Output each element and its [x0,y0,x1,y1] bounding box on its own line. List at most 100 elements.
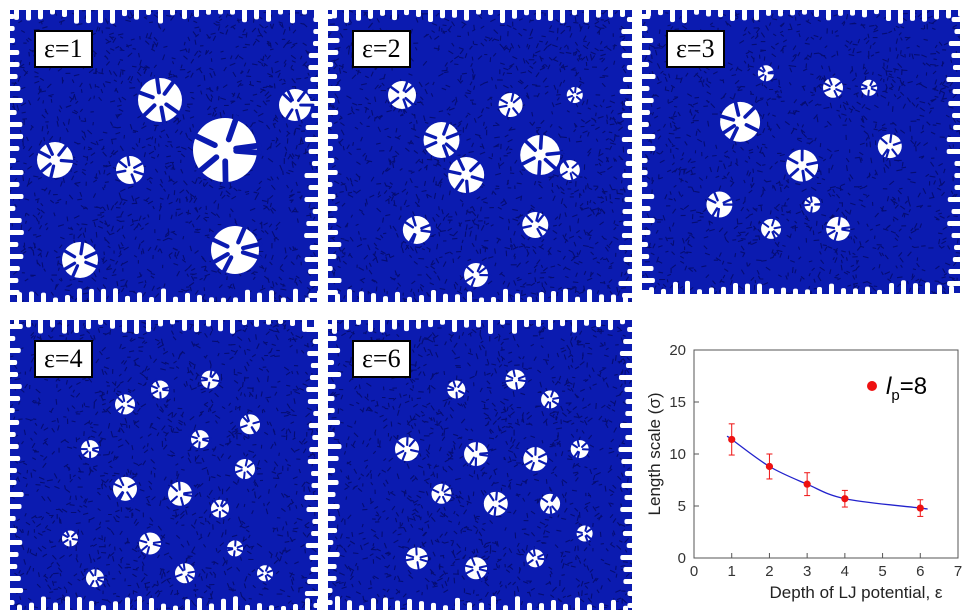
legend-symbol: l [886,373,892,400]
pore [465,557,488,580]
pore-strand [834,79,844,87]
x-tick-label: 1 [728,563,736,580]
pore-strand [571,171,580,179]
pore-strand [232,550,236,560]
x-tick-label: 5 [878,563,886,580]
pore-strand [536,212,546,223]
pore-strand [535,209,541,222]
pore-strand [221,509,231,516]
pore-strand [152,540,164,544]
y-tick-label: 0 [678,550,686,567]
pore-strand [121,391,126,403]
pore-strand [442,144,450,161]
pore-strand [266,568,276,574]
pore-strand [538,131,544,150]
pore-strand [162,385,172,390]
pore-strand [416,561,420,573]
pore-strand [771,231,777,241]
pore-strand [404,96,416,107]
pore-strand [69,540,72,550]
pore-strand [445,169,462,176]
pore-strand [784,155,799,165]
pore-strand [870,87,880,93]
pore-strand [221,500,230,508]
pore-strand [64,528,70,537]
pore-strand [581,440,589,448]
pore-strand [545,150,564,157]
pore-strand [502,379,514,383]
pore-strand [180,496,185,509]
pore-strand [246,470,255,479]
pore-strand [59,158,77,164]
pore-strand [517,379,529,383]
pore-strand [117,491,125,503]
data-point [803,480,811,488]
pore-strand [94,566,97,577]
membrane-texture [642,10,960,294]
pore-strand [240,414,249,423]
pore-strand [465,443,475,453]
y-tick-label: 20 [669,342,686,359]
pore-strand [462,564,474,569]
pore-strand [233,142,262,152]
pore-strand [576,437,580,448]
pore-strand [117,475,125,487]
pore-strand [866,89,870,99]
pore-strand [519,224,532,230]
pore-strand [197,441,201,452]
pore-strand [763,230,771,240]
data-point [916,504,924,512]
membrane-texture [328,10,632,302]
pore-strand [512,107,521,117]
pore-strand [824,229,836,237]
pore-strand [280,91,293,103]
data-point [841,495,849,503]
pore-strand [567,86,575,94]
pore-strand [143,530,150,541]
pore-strand [126,395,136,404]
pore-strand [133,170,147,177]
pore-strand [841,228,854,233]
pore-strand [537,451,549,459]
pore-strand [202,436,212,440]
y-axis-ticks: 0 5 10 15 20 [669,342,699,567]
pore-strand [572,450,579,460]
pore-strand [486,490,495,502]
pore-strand [551,492,559,502]
pore-strand [442,495,448,506]
pore-strand [744,123,762,134]
pore-strand [240,250,263,260]
pore-strand [244,456,249,467]
membrane-texture [10,10,318,302]
pore-strand [190,440,199,447]
x-tick-label: 6 [916,563,924,580]
pore-strand [404,83,416,94]
pore-strand [91,449,102,454]
pore-strand [880,148,889,159]
pore-strand [57,142,69,157]
pore-strand [140,103,157,119]
pore [151,380,169,399]
pore-strand [420,229,434,234]
pore-strand [475,439,479,451]
pore-strand [400,451,407,464]
pore-strand [537,552,547,559]
pore-strand [237,424,248,430]
pore-strand [704,196,717,204]
pore-strand [571,161,580,169]
pore-strand [716,207,721,221]
x-tick-label: 4 [841,563,849,580]
pore-strand [127,481,139,489]
pore-strand [61,261,77,272]
pore-strand [410,233,417,247]
pore [116,156,144,184]
pore-strand [162,388,172,392]
pore [113,476,137,501]
pore-strand [177,478,181,491]
pore-strand [410,213,417,227]
pore-strand [114,405,124,413]
pore-strand [168,495,178,505]
pore-strand [97,576,107,579]
pore-strand [202,438,212,443]
pore-strand [212,379,222,383]
